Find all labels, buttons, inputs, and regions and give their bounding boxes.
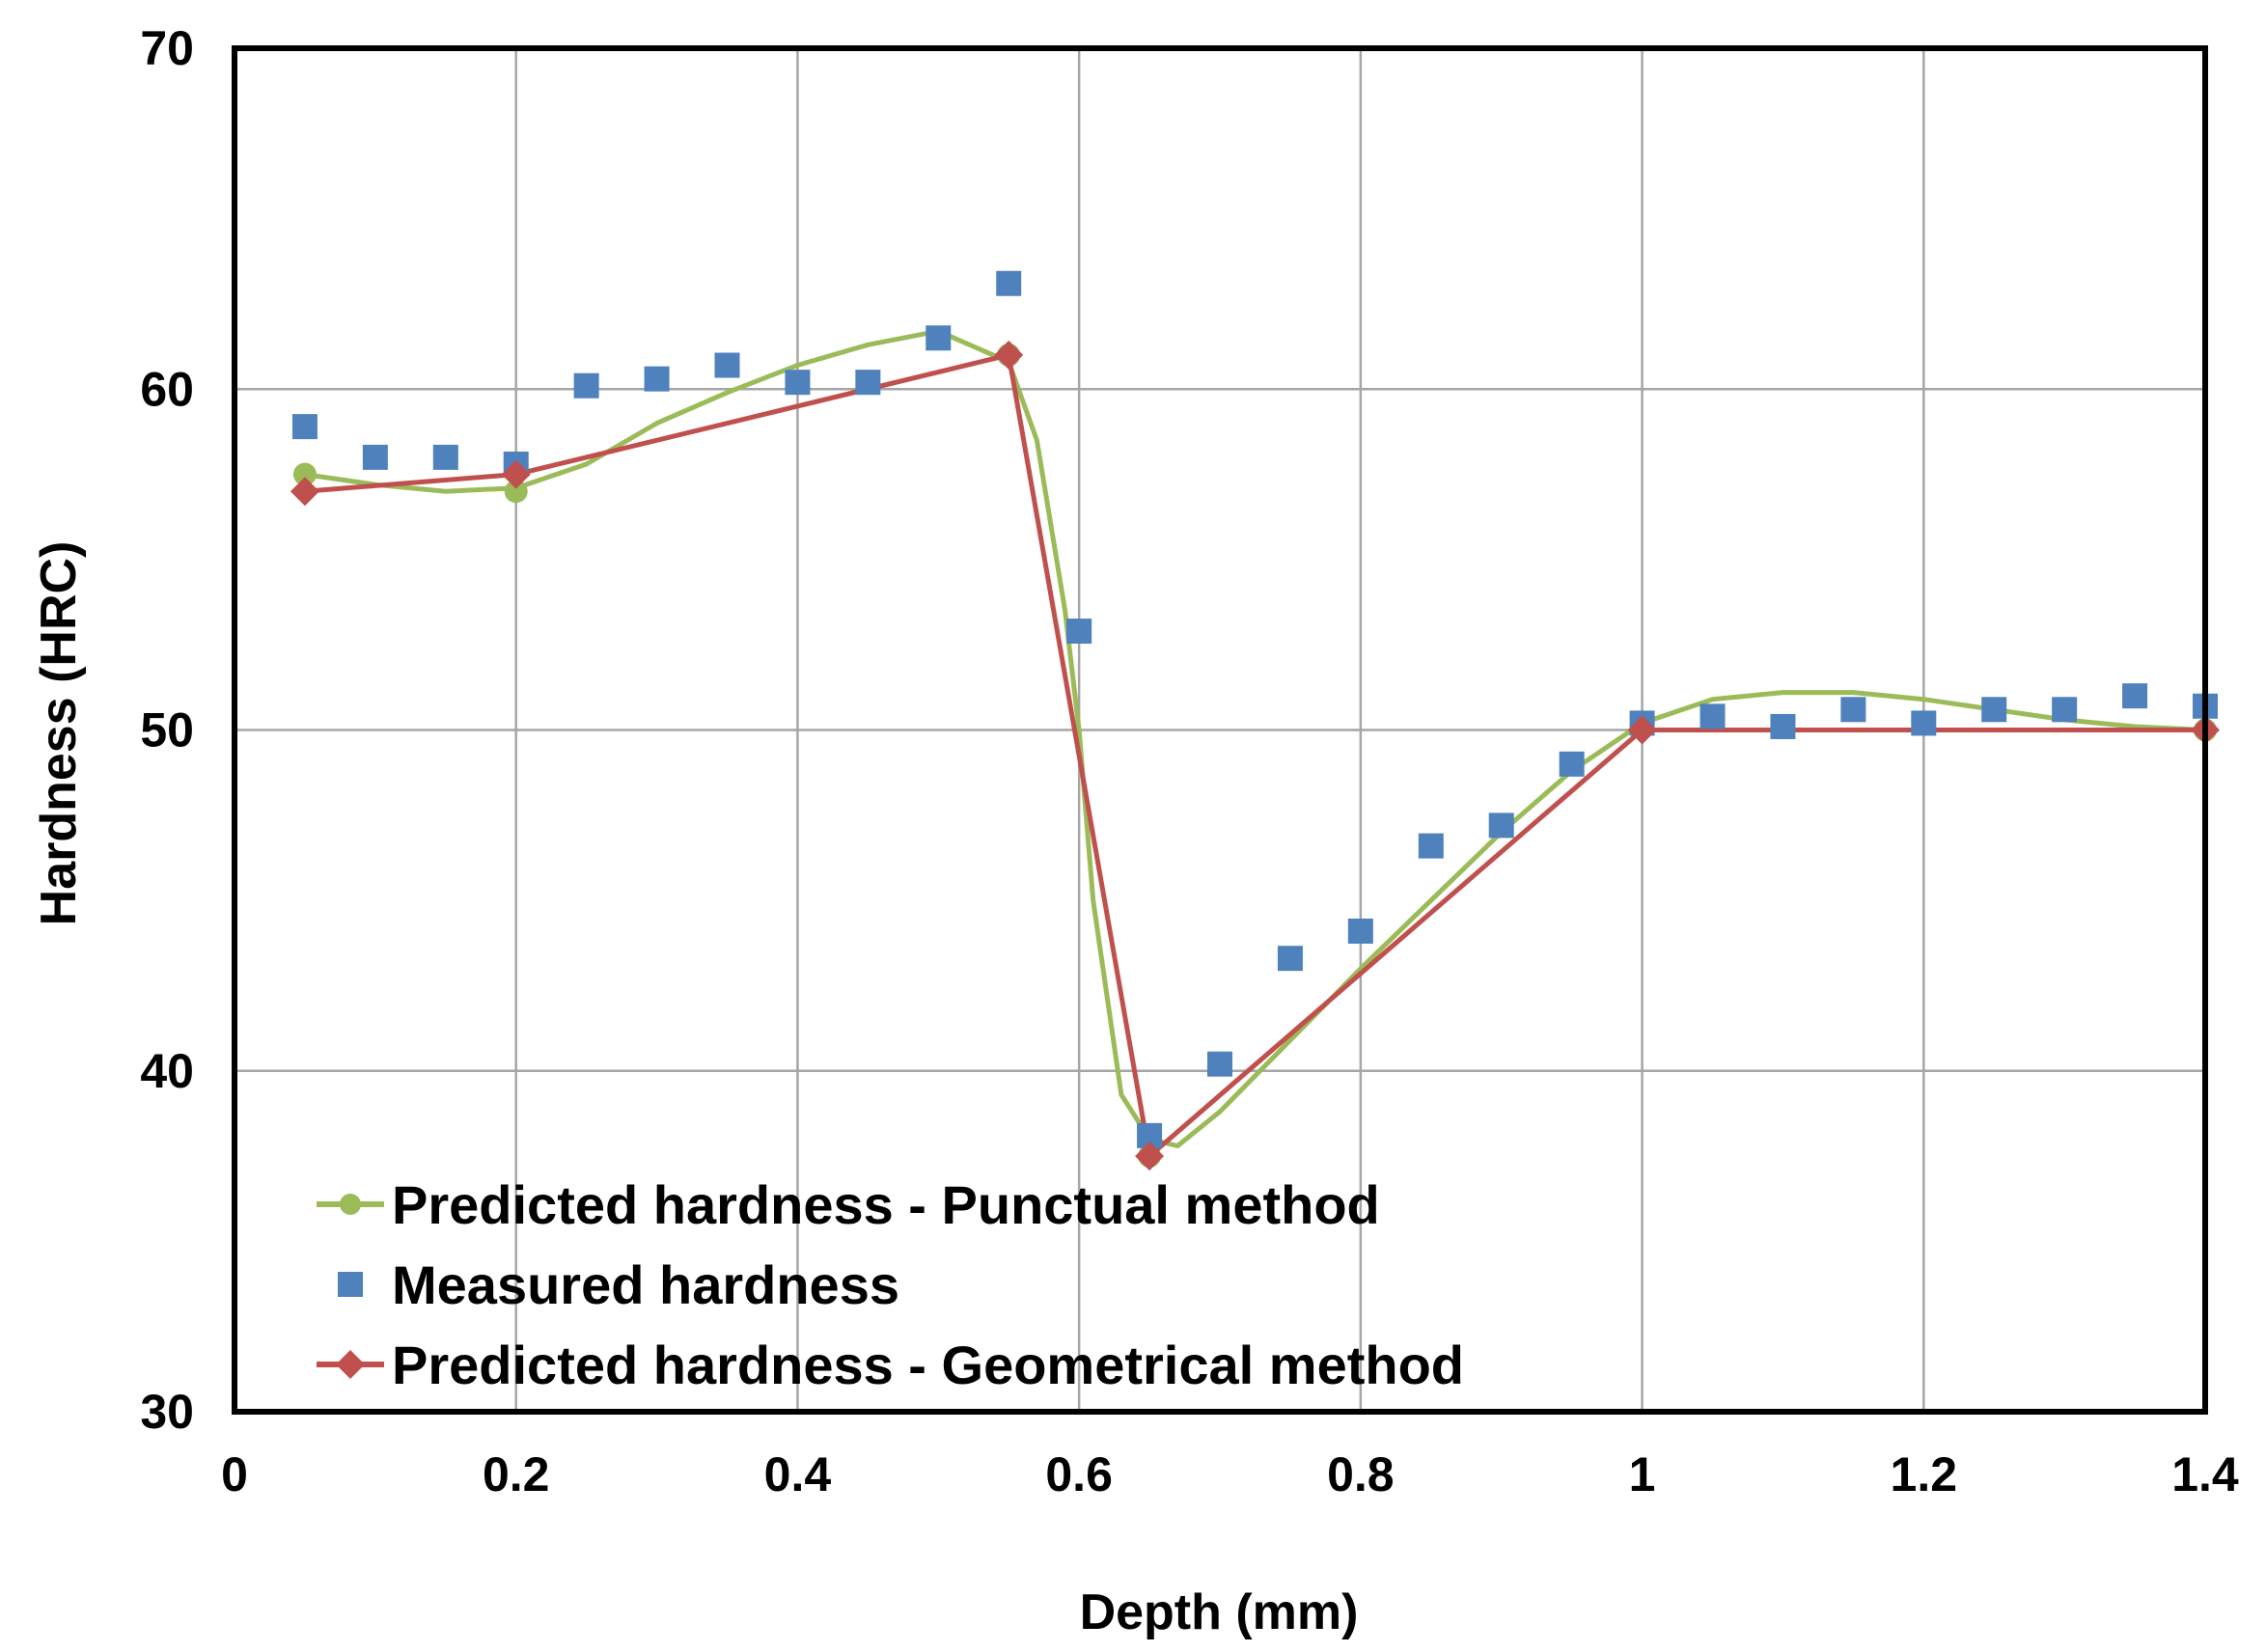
series-measured-marker bbox=[1840, 697, 1866, 723]
legend-geometrical-label: Predicted hardness - Geometrical method bbox=[392, 1335, 1464, 1395]
series-measured-marker bbox=[1418, 833, 1444, 859]
legend-geometrical-marker bbox=[336, 1350, 365, 1379]
legend-punctual-marker bbox=[340, 1194, 361, 1215]
series-measured-marker bbox=[1207, 1051, 1232, 1077]
series-measured-marker bbox=[362, 444, 388, 470]
series-geometrical-line bbox=[304, 352, 2205, 1159]
x-tick-label: 0 bbox=[221, 1447, 248, 1501]
series-measured-marker bbox=[2052, 697, 2078, 723]
legend-punctual-label: Predicted hardness - Punctual method bbox=[392, 1174, 1380, 1235]
legend-measured-marker bbox=[338, 1272, 363, 1297]
axis-layer: 0 0.2 0.4 0.6 0.8 1 1.2 1.4 30 40 50 60 70 bbox=[140, 21, 2239, 1501]
series-measured-marker bbox=[926, 325, 952, 351]
series-measured-marker bbox=[1277, 946, 1303, 972]
x-tick-label: 1.2 bbox=[1891, 1447, 1958, 1501]
y-tick-label: 70 bbox=[140, 21, 194, 75]
y-tick-label: 60 bbox=[140, 362, 194, 416]
x-tick-label: 0.4 bbox=[764, 1447, 832, 1501]
series-measured-marker bbox=[291, 414, 318, 440]
legend-item-measured: Measured hardness bbox=[338, 1254, 899, 1315]
series-measured-marker bbox=[644, 366, 670, 392]
x-axis-title: Depth (mm) bbox=[1080, 1584, 1359, 1640]
series-geometrical-marker bbox=[994, 340, 1024, 370]
series-measured-marker bbox=[1770, 713, 1796, 739]
series-geometrical-marker bbox=[501, 459, 531, 489]
legend-measured-label: Measured hardness bbox=[392, 1254, 899, 1315]
y-axis-title: Hardness (HRC) bbox=[31, 541, 87, 926]
y-tick-label: 50 bbox=[140, 703, 194, 757]
series-punctual-marker bbox=[504, 480, 528, 504]
x-tick-label: 0.6 bbox=[1045, 1447, 1113, 1501]
series-measured-marker bbox=[432, 444, 458, 470]
legend-item-punctual: Predicted hardness - Punctual method bbox=[317, 1174, 1380, 1235]
series-measured-marker bbox=[1700, 703, 1726, 730]
series-measured-marker bbox=[855, 370, 881, 396]
series-punctual-marker bbox=[292, 462, 317, 486]
legend: Predicted hardness - Punctual method Mea… bbox=[317, 1174, 1464, 1395]
x-tick-label: 1 bbox=[1629, 1447, 1656, 1501]
y-tick-label: 30 bbox=[140, 1385, 194, 1439]
series-measured-marker bbox=[1066, 619, 1092, 645]
series-measured-marker bbox=[1559, 751, 1585, 777]
series-measured-marker bbox=[785, 370, 811, 396]
series-measured-marker bbox=[1347, 918, 1373, 944]
x-tick-label: 0.2 bbox=[483, 1447, 550, 1501]
series-measured-marker bbox=[996, 270, 1022, 296]
series-geometrical-marker bbox=[1135, 1142, 1165, 1171]
series-geometrical-marker bbox=[290, 477, 319, 507]
x-tick-label: 0.8 bbox=[1327, 1447, 1395, 1501]
legend-item-geometrical: Predicted hardness - Geometrical method bbox=[317, 1335, 1464, 1395]
series-measured-marker bbox=[1981, 697, 2007, 723]
x-tick-label: 1.4 bbox=[2171, 1447, 2239, 1501]
series-measured-marker bbox=[714, 352, 740, 378]
plot-area-border bbox=[232, 45, 2208, 1415]
series-geometrical-marker bbox=[1627, 715, 1657, 745]
series-measured-marker bbox=[573, 372, 599, 399]
series-measured-marker bbox=[1911, 710, 1937, 736]
series-measured-marker bbox=[1488, 812, 1514, 839]
series-measured-marker bbox=[2122, 683, 2148, 709]
y-tick-label: 40 bbox=[140, 1044, 194, 1098]
